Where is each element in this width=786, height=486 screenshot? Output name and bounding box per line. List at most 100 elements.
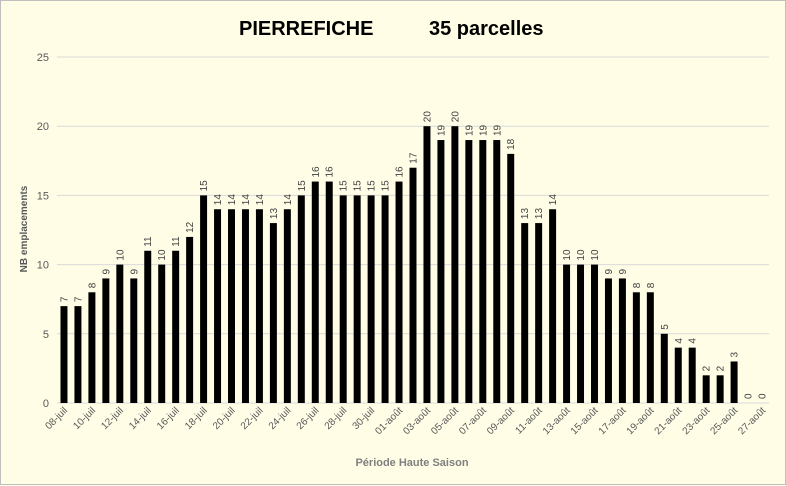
data-label: 19 <box>464 124 475 136</box>
bar-25-juil <box>297 195 305 403</box>
data-label: 9 <box>618 268 629 274</box>
bar-24-août <box>716 375 724 403</box>
data-label: 8 <box>87 282 98 288</box>
x-tick-label: 05-août <box>429 405 461 437</box>
x-tick-label: 21-août <box>653 405 685 437</box>
x-tick-label: 25-août <box>708 405 740 437</box>
data-label: 15 <box>367 180 378 192</box>
bar-13-août <box>563 264 571 403</box>
data-label: 16 <box>311 166 322 178</box>
data-label: 7 <box>73 296 84 302</box>
data-label: 16 <box>325 166 336 178</box>
x-tick-label: 28-juil <box>323 405 350 432</box>
bar-14-août <box>577 264 585 403</box>
data-label: 14 <box>548 194 559 206</box>
bar-15-juil <box>158 264 166 403</box>
bar-23-août <box>702 375 710 403</box>
bar-11-juil <box>102 278 110 403</box>
data-label: 8 <box>646 282 657 288</box>
x-tick-label: 13-août <box>541 405 573 437</box>
data-label: 14 <box>255 194 266 206</box>
x-tick-label: 11-août <box>514 405 545 436</box>
bar-03-août <box>423 126 431 403</box>
bar-15-août <box>591 264 598 403</box>
data-label: 2 <box>716 365 727 371</box>
y-tick-label: 25 <box>37 52 49 64</box>
data-label: 2 <box>702 365 713 371</box>
data-label: 10 <box>576 249 587 261</box>
bar-27-juil <box>325 181 333 403</box>
bar-04-août <box>437 140 445 404</box>
x-tick-label: 12-juil <box>99 405 126 432</box>
data-label: 19 <box>478 124 489 136</box>
y-tick-label: 0 <box>43 398 49 410</box>
x-tick-label: 10-juil <box>71 405 98 432</box>
bar-22-juil <box>255 209 263 403</box>
data-label: 10 <box>562 249 573 261</box>
data-label: 10 <box>590 249 601 261</box>
bar-08-août <box>493 140 501 404</box>
data-label: 14 <box>283 194 294 206</box>
data-label: 0 <box>744 393 755 399</box>
chart-title: PIERREFICHE <box>239 18 373 40</box>
chart-subtitle: 35 parcelles <box>429 18 544 40</box>
bar-23-juil <box>269 223 277 403</box>
data-label: 0 <box>758 393 769 399</box>
data-label: 9 <box>604 268 615 274</box>
data-label: 14 <box>213 194 224 206</box>
bar-01-août <box>395 181 403 403</box>
data-label: 20 <box>422 111 433 123</box>
data-label: 13 <box>520 208 531 220</box>
bar-09-juil <box>74 306 82 403</box>
y-axis-title: NB emplacements <box>19 185 30 272</box>
bar-20-juil <box>228 209 235 403</box>
bar-10-août <box>521 223 529 403</box>
bar-11-août <box>535 223 543 403</box>
data-label: 19 <box>436 124 447 136</box>
bar-02-août <box>409 167 417 403</box>
x-tick-label: 14-juil <box>127 405 154 432</box>
bar-19-juil <box>214 209 222 403</box>
x-axis-ticks: 08-juil 10-juil 12-juil 14-juil 16-juil 18-ju… <box>43 405 768 437</box>
data-label: 9 <box>101 268 112 274</box>
bar-17-juil <box>186 236 194 403</box>
bar-29-juil <box>353 195 361 403</box>
bar-26-juil <box>311 181 319 403</box>
bar-19-août <box>646 292 654 403</box>
data-label: 11 <box>143 236 154 247</box>
bar-21-juil <box>241 209 249 403</box>
x-tick-label: 16-juil <box>155 405 182 432</box>
x-axis-title: Période Haute Saison <box>355 457 468 469</box>
data-label: 4 <box>674 338 685 344</box>
bars <box>60 126 738 404</box>
bar-08-juil <box>60 306 68 403</box>
data-label: 10 <box>157 249 168 261</box>
x-tick-label: 03-août <box>401 405 433 437</box>
bar-10-juil <box>88 292 96 403</box>
data-label: 17 <box>409 152 420 164</box>
y-axis-ticks: 0 5 10 15 20 25 <box>37 52 49 410</box>
bar-09-août <box>507 153 515 403</box>
data-label: 15 <box>297 180 308 192</box>
bar-12-août <box>549 209 557 403</box>
data-label: 16 <box>395 166 406 178</box>
data-label: 11 <box>171 236 182 247</box>
data-label: 15 <box>339 180 350 192</box>
data-label: 13 <box>534 208 545 220</box>
data-label: 10 <box>115 249 126 261</box>
bar-16-août <box>604 278 612 403</box>
y-tick-label: 5 <box>43 329 49 341</box>
data-label: 9 <box>129 268 140 274</box>
x-tick-label: 18-juil <box>183 405 210 432</box>
data-label: 8 <box>632 282 643 288</box>
data-label: 15 <box>353 180 364 192</box>
y-tick-label: 20 <box>37 121 49 133</box>
data-label: 20 <box>450 111 461 123</box>
bar-28-juil <box>339 195 347 403</box>
x-tick-label: 09-août <box>485 405 517 437</box>
data-label: 15 <box>381 180 392 192</box>
x-tick-label: 01-août <box>373 405 405 437</box>
data-label: 14 <box>241 194 252 206</box>
